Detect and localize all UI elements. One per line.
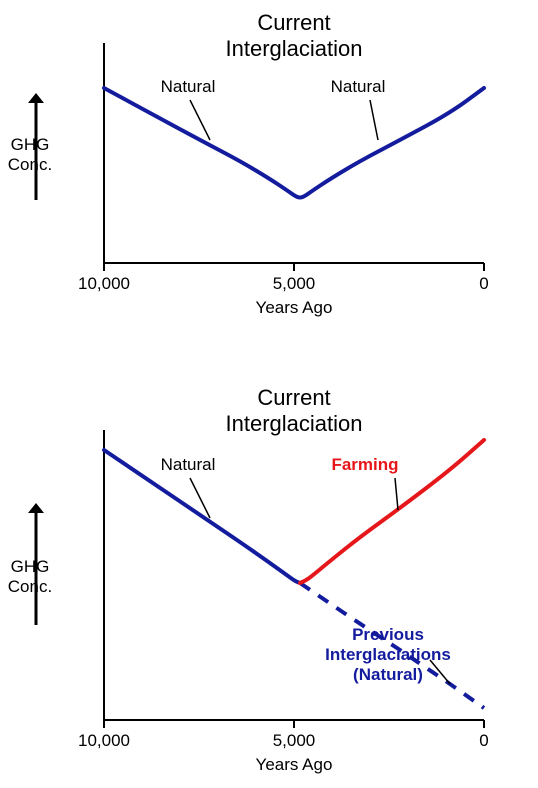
- x-ticks: [104, 720, 484, 728]
- bottom-chart-panel: 10,000 5,000 0 Years Ago GHG Conc. Current…: [8, 385, 489, 774]
- x-tick-labels: 10,000 5,000 0: [78, 731, 489, 750]
- y-axis-label-line1: GHG: [11, 557, 50, 576]
- x-ticks: [104, 263, 484, 271]
- x-tick-labels: 10,000 5,000 0: [78, 274, 489, 293]
- svg-text:0: 0: [479, 274, 488, 293]
- svg-text:0: 0: [479, 731, 488, 750]
- svg-text:5,000: 5,000: [273, 731, 316, 750]
- y-axis-label-line2: Conc.: [8, 577, 52, 596]
- natural-callout-right: [370, 100, 378, 140]
- svg-text:10,000: 10,000: [78, 731, 130, 750]
- chart-title-line1: Current: [257, 385, 330, 410]
- top-chart-panel: 10,000 5,000 0 Years Ago GHG Conc. Current…: [8, 10, 489, 317]
- natural-label-left: Natural: [161, 77, 216, 96]
- x-axis-label: Years Ago: [256, 755, 333, 774]
- natural-label: Natural: [161, 455, 216, 474]
- previous-label-line2: Interglaciations: [325, 645, 451, 664]
- figure-svg: 10,000 5,000 0 Years Ago GHG Conc. Current…: [0, 0, 538, 788]
- x-axis-label: Years Ago: [256, 298, 333, 317]
- y-axis-label-line2: Conc.: [8, 155, 52, 174]
- y-axis-label-line1: GHG: [11, 135, 50, 154]
- natural-curve: [104, 88, 484, 198]
- svg-text:5,000: 5,000: [273, 274, 316, 293]
- figure-page: 10,000 5,000 0 Years Ago GHG Conc. Current…: [0, 0, 538, 788]
- previous-label-line3: (Natural): [353, 665, 423, 684]
- svg-text:10,000: 10,000: [78, 274, 130, 293]
- farming-label: Farming: [331, 455, 398, 474]
- farming-callout: [395, 478, 398, 510]
- chart-title-line2: Interglaciation: [226, 36, 363, 61]
- chart-title-line1: Current: [257, 10, 330, 35]
- previous-label-line1: Previous: [352, 625, 424, 644]
- chart-title-line2: Interglaciation: [226, 411, 363, 436]
- natural-label-right: Natural: [331, 77, 386, 96]
